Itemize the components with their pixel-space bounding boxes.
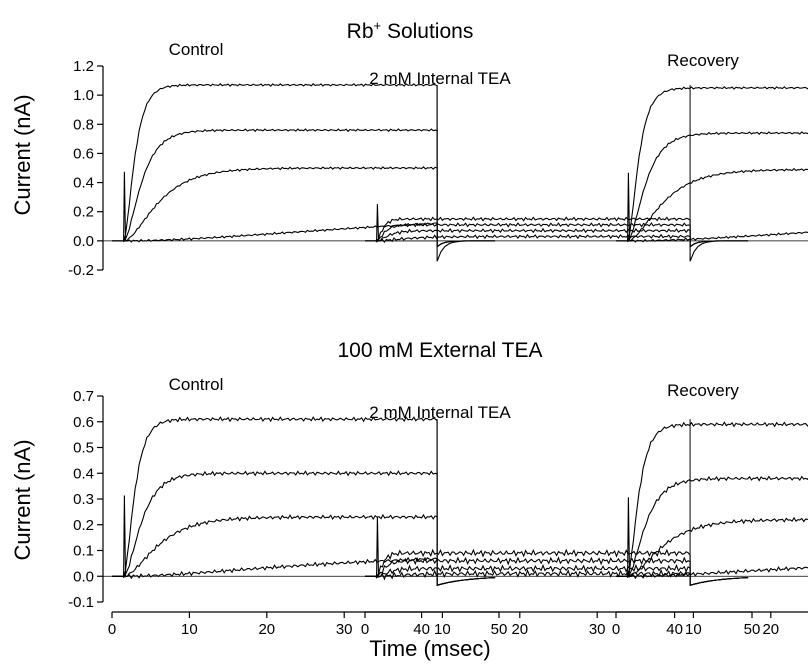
y-tick-label-row0: 0.8 [73,116,94,133]
x-tick-label-panel0: 20 [258,621,275,638]
y-tick-label-row0: 0.2 [73,204,94,221]
x-tick-label-panel0: 50 [491,621,508,638]
current-trace-row0-panel0-s1 [112,128,496,248]
current-trace-row1-panel0-s0 [112,416,496,587]
current-trace-row0-panel0-s3 [112,222,496,248]
current-trace-row1-panel1-s2 [365,564,749,587]
current-trace-row0-panel2-s2 [616,167,808,242]
y-tick-label-row0: 1.0 [73,87,94,104]
y-tick-label-row1: 0.2 [73,517,94,534]
y-tick-label-row1: 0.3 [73,491,94,508]
x-tick-label-panel1: 10 [434,621,451,638]
x-axis-title: Time (msec) [369,636,490,661]
x-tick-label-panel2: 0 [612,621,620,638]
current-trace-row1-panel2-s1 [616,475,808,577]
x-tick-label-panel0: 30 [336,621,353,638]
current-trace-row1-panel2-s3 [616,566,808,580]
y-tick-label-row1: 0.0 [73,568,94,585]
y-tick-label-row0: 1.2 [73,58,94,75]
x-tick-label-panel0: 10 [181,621,198,638]
x-tick-label-panel2: 10 [685,621,702,638]
current-trace-row0-panel1-s0 [365,204,749,262]
current-trace-row1-panel1-s1 [365,556,749,587]
panel-label-bottom-internal-tea: 2 mM Internal TEA [369,403,511,422]
panel-label-top-recovery: Recovery [667,51,739,70]
panel-label-top-control: Control [169,40,224,59]
current-trace-row1-panel0-s3 [112,556,496,587]
x-tick-label-panel0: 40 [413,621,430,638]
x-tick-label-panel1: 30 [589,621,606,638]
current-trace-row1-panel2-s0 [616,421,808,578]
current-trace-row0-panel0-s0 [112,83,496,262]
x-tick-label-panel2: 20 [762,621,779,638]
y-tick-label-row1: 0.4 [73,465,94,482]
current-trace-row0-panel1-s2 [365,227,749,248]
y-axis-title-bottom: Current (nA) [10,439,35,560]
top-section-title: Rb+ Solutions [347,18,474,43]
current-trace-row0-panel2-s3 [616,231,808,243]
y-tick-label-row0: 0.6 [73,145,94,162]
x-tick-label-panel1: 40 [666,621,683,638]
chart-marks: 1.2 1.0 0.8 0.6 0.4 0.2 0.0 -0.2 0.7 0.6 0.5 0.4 0.3… [68,58,808,638]
current-trace-row0-panel1-s3 [365,233,749,248]
y-tick-label-row1: 0.5 [73,440,94,457]
x-tick-label-panel1: 0 [361,621,369,638]
panel-label-bottom-control: Control [169,375,224,394]
x-tick-label-panel0: 0 [108,621,116,638]
y-tick-label-row0: 0.4 [73,175,94,192]
y-axis-title-top: Current (nA) [10,94,35,215]
y-tick-label-row1: -0.1 [68,594,94,611]
x-tick-label-panel1: 20 [511,621,528,638]
current-trace-row0-panel2-s1 [616,131,808,242]
panel-label-bottom-recovery: Recovery [667,381,739,400]
y-tick-label-row0: 0.0 [73,233,94,250]
y-tick-label-row1: 0.1 [73,543,94,560]
bottom-section-title: 100 mM External TEA [337,339,542,362]
y-tick-label-row1: 0.7 [73,388,94,405]
current-trace-row0-panel2-s0 [616,85,808,242]
current-trace-row1-panel2-s2 [616,516,808,578]
current-trace-row1-panel1-s0 [365,516,749,587]
current-trace-row1-panel0-s2 [112,513,496,587]
y-tick-label-row1: 0.6 [73,414,94,431]
y-tick-label-row0: -0.2 [68,262,94,279]
x-tick-label-panel1: 50 [744,621,761,638]
current-trace-row0-panel0-s2 [112,166,496,248]
current-trace-row0-panel1-s1 [365,222,749,248]
panel-label-top-internal-tea: 2 mM Internal TEA [369,69,511,88]
current-trace-row1-panel0-s1 [112,470,496,587]
